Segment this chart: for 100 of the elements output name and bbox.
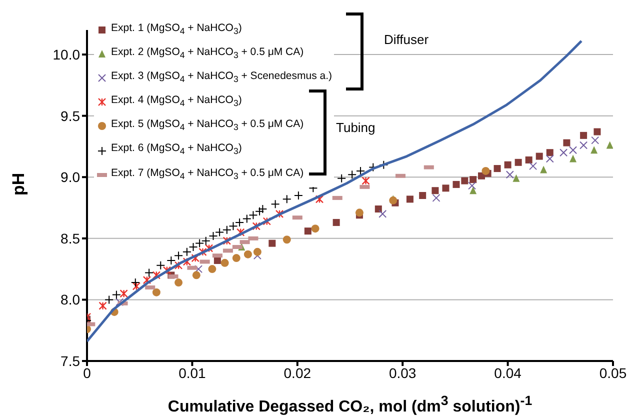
point [198, 248, 207, 256]
x-tick-label: 0.02 [284, 364, 312, 381]
point [195, 238, 204, 248]
point [355, 208, 364, 217]
point [220, 258, 229, 267]
point [235, 218, 244, 227]
point [116, 298, 124, 306]
point [152, 271, 161, 280]
x-axis-title: Cumulative Degassed CO₂, mol (dm$^{3}$ solution)$^{-1}$ [166, 393, 534, 416]
point [182, 258, 192, 266]
point [130, 278, 140, 288]
point [156, 260, 166, 270]
point [166, 256, 176, 265]
point [262, 217, 271, 226]
point [337, 174, 346, 183]
point [222, 236, 232, 245]
point [348, 170, 357, 180]
point [258, 204, 268, 214]
y-tick-label: 8.0 [60, 292, 80, 308]
point [580, 132, 588, 139]
point [529, 162, 538, 170]
legend-label: Expt. 5 (MgSO$_{4}$ + NaHCO$_{3}$ + 0.5 μM CA) [111, 117, 304, 134]
point [536, 152, 543, 160]
point [470, 176, 477, 184]
point [461, 177, 468, 184]
point [494, 165, 501, 172]
point [470, 186, 477, 194]
point [606, 141, 613, 149]
point [208, 265, 216, 274]
point [332, 218, 340, 226]
point [144, 268, 154, 278]
point [214, 256, 221, 264]
point [514, 158, 522, 166]
point [362, 176, 370, 185]
point [546, 149, 554, 156]
point [188, 242, 198, 252]
x-tick-label: 0.01 [178, 364, 206, 381]
x-tick-label: 0.03 [388, 364, 416, 381]
point [406, 196, 414, 203]
point [204, 244, 214, 252]
point [236, 228, 245, 236]
point [560, 148, 568, 157]
point [275, 210, 284, 218]
point [215, 228, 224, 237]
point [174, 251, 184, 260]
point [540, 166, 548, 174]
y-axis-title: pH [9, 172, 28, 196]
point [311, 224, 320, 233]
x-tick-label: 0 [83, 364, 92, 381]
point [432, 194, 440, 202]
point [569, 146, 578, 154]
y-tick-label: 9.5 [60, 108, 80, 124]
point [590, 146, 598, 154]
point [244, 250, 252, 258]
legend-label: Expt. 7 (MgSO$_{4}$ + NaHCO$_{3}$ + 0.5 μM CA) [111, 166, 304, 183]
point [282, 194, 292, 204]
point [142, 276, 152, 284]
point [152, 288, 160, 296]
point [253, 248, 262, 256]
point [191, 254, 200, 262]
legend-label: Expt. 3 (MgSO$_{4}$ + NaHCO$_{3}$ + Scenedesmus a.) [111, 69, 332, 86]
point [546, 154, 554, 163]
point [255, 206, 264, 216]
point [294, 191, 303, 200]
point [379, 160, 388, 170]
point [112, 290, 121, 300]
point [270, 200, 280, 209]
legend-label: Expt. 6 (MgSO$_{4}$ + NaHCO$_{3}$) [111, 141, 242, 159]
point [104, 295, 114, 304]
point [201, 236, 210, 246]
y-tick-label: 8.5 [60, 230, 80, 246]
annotation: Tubing [334, 120, 378, 135]
legend-label: Expt. 2 (MgSO$_{4}$ + NaHCO$_{3}$ + 0.5 μM CA) [111, 45, 304, 62]
point [468, 182, 476, 190]
point [248, 210, 258, 220]
point [563, 139, 570, 146]
y-tick-label: 7.5 [60, 352, 80, 369]
point [132, 282, 141, 290]
point [419, 192, 426, 199]
point [525, 156, 532, 164]
point [242, 214, 252, 224]
point [512, 174, 520, 182]
point [252, 222, 260, 230]
point [570, 154, 577, 162]
point [304, 228, 312, 235]
point [594, 128, 601, 136]
point [356, 166, 366, 176]
point [506, 170, 514, 179]
point [232, 254, 240, 262]
point [194, 265, 203, 274]
annotation: Diffuser [382, 32, 431, 47]
point [374, 205, 382, 212]
point [504, 161, 512, 168]
point [182, 247, 192, 256]
point [222, 225, 232, 234]
point [192, 271, 200, 280]
point [174, 278, 183, 287]
point [120, 289, 128, 298]
point [208, 231, 218, 240]
point [452, 180, 460, 188]
